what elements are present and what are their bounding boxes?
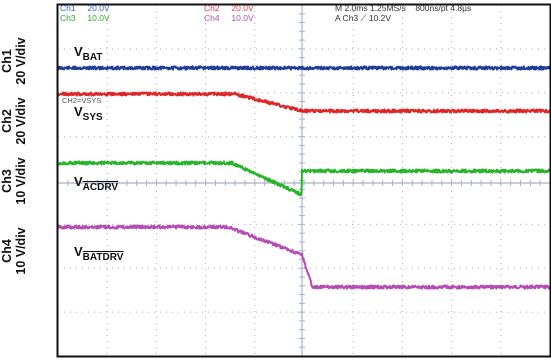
acdrv-base: V [74, 174, 83, 189]
acdrv-sub: ACDRV [82, 182, 119, 193]
hud-ch2: Ch2 20.0V [204, 3, 254, 13]
hud-ch3: Ch3 10.0V [60, 13, 110, 23]
signal-label-batdrv: VBATDRV [74, 245, 123, 265]
vbat-base: V [74, 44, 83, 59]
hud-ch2-value: 20.0V [231, 3, 254, 13]
hud-ch1-value: 20.0V [87, 3, 110, 13]
vsys-base: V [74, 104, 83, 119]
record-readout: 800ns/pt 4.8µs [415, 3, 472, 13]
batdrv-sub: BATDRV [82, 252, 124, 263]
hud-ch1: Ch1 20.0V [60, 3, 110, 13]
trace-ch3-acdrv [57, 160, 551, 197]
hud-ch4-value: 10.0V [231, 13, 254, 23]
vsys-sub: SYS [82, 112, 103, 123]
signal-label-vbat: VBAT [74, 45, 102, 65]
hud-ch1-label: Ch1 [60, 3, 76, 13]
hud-ch3-value: 10.0V [87, 13, 110, 23]
hud-trigger: A Ch3 ⟋ 10.2V [335, 13, 391, 24]
batdrv-base: V [74, 244, 83, 259]
scope-traces [57, 65, 551, 290]
trace-ch2-vsys [57, 91, 551, 114]
signal-label-vsys: VSYS [74, 105, 103, 125]
hud-ch4-label: Ch4 [204, 13, 220, 23]
scope-graticule [57, 4, 551, 357]
hud-ch4: Ch4 10.0V [204, 13, 254, 23]
hud-ch3-label: Ch3 [60, 13, 76, 23]
trigger-readout: A Ch3 ⟋ 10.2V [335, 13, 392, 23]
timebase-readout: M 2.0ms 1.25MS/s [335, 3, 406, 13]
hud-ch2-label: Ch2 [204, 3, 220, 13]
trace-ch1-vbat [57, 65, 551, 71]
ch2-marker-label: CH2=VSYS [62, 96, 102, 105]
hud-timebase: M 2.0ms 1.25MS/s 800ns/pt 4.8µs [335, 3, 471, 13]
trace-ch4-batdrv [57, 224, 551, 290]
vbat-sub: BAT [82, 52, 103, 63]
signal-label-acdrv: VACDRV [74, 175, 118, 195]
